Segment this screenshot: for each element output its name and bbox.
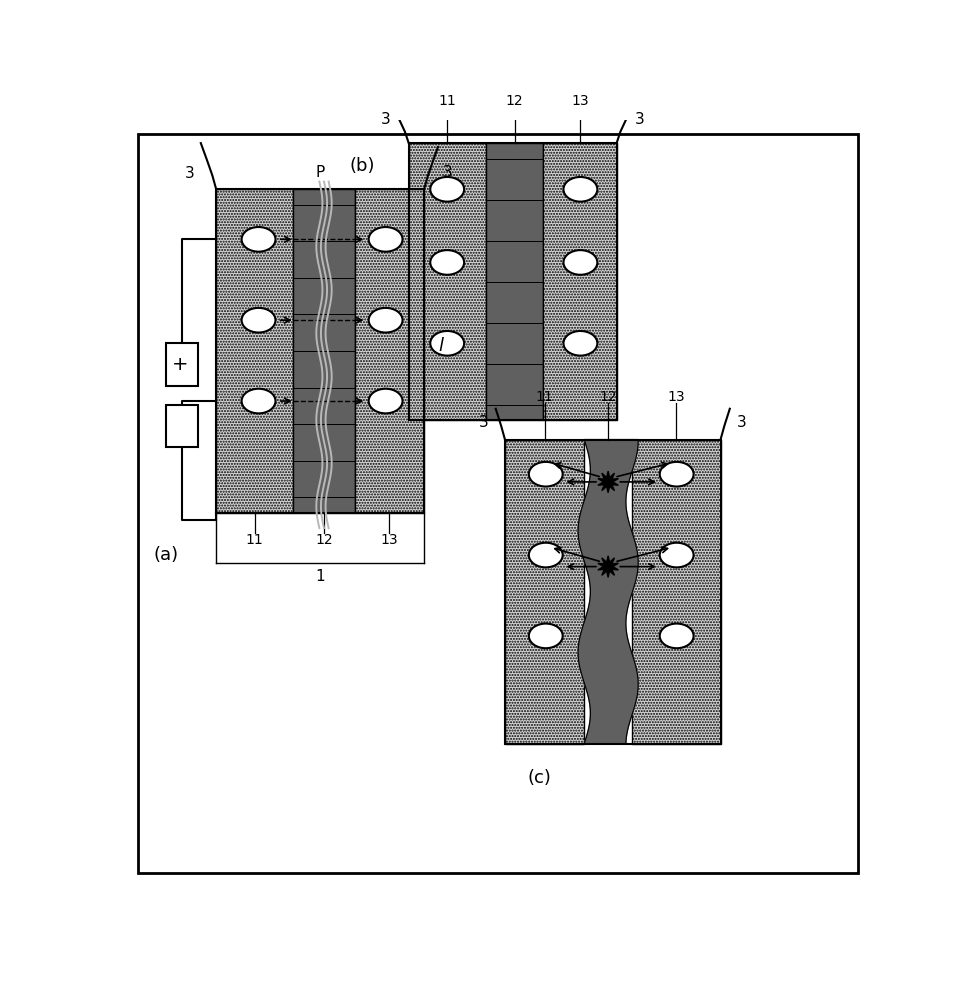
Text: 13: 13: [381, 533, 398, 547]
Text: +: +: [172, 355, 188, 374]
Text: 1: 1: [316, 569, 325, 584]
Text: 11: 11: [246, 533, 263, 547]
Bar: [217, 189, 424, 513]
Ellipse shape: [242, 389, 276, 413]
Polygon shape: [598, 556, 619, 577]
Bar: [217, 189, 293, 513]
Text: 11: 11: [536, 390, 553, 404]
Bar: [166, 405, 198, 447]
Text: P: P: [316, 165, 324, 180]
Bar: [544, 143, 617, 420]
Ellipse shape: [369, 389, 403, 413]
Text: (a): (a): [153, 546, 179, 564]
Text: 3: 3: [443, 165, 452, 180]
Text: 12: 12: [599, 390, 617, 404]
Text: 12: 12: [506, 94, 523, 108]
Ellipse shape: [430, 331, 464, 356]
Text: (c): (c): [527, 769, 552, 787]
Bar: [409, 143, 617, 420]
Text: 3: 3: [184, 166, 194, 181]
Ellipse shape: [242, 227, 276, 252]
Ellipse shape: [529, 543, 563, 567]
Bar: [166, 343, 198, 386]
Text: 3: 3: [635, 112, 645, 127]
Ellipse shape: [529, 462, 563, 487]
Ellipse shape: [369, 308, 403, 333]
Bar: [505, 440, 585, 744]
Text: 11: 11: [438, 94, 456, 108]
Ellipse shape: [430, 250, 464, 275]
Ellipse shape: [563, 177, 597, 202]
Text: l: l: [439, 337, 444, 355]
Ellipse shape: [563, 250, 597, 275]
Bar: [632, 440, 720, 744]
Ellipse shape: [430, 177, 464, 202]
Ellipse shape: [659, 624, 693, 648]
Ellipse shape: [563, 331, 597, 356]
Ellipse shape: [659, 462, 693, 487]
Text: 13: 13: [571, 94, 588, 108]
Text: (b): (b): [350, 157, 375, 175]
Bar: [409, 143, 486, 420]
Polygon shape: [598, 471, 619, 493]
Bar: [293, 189, 354, 513]
Bar: [505, 440, 720, 744]
Text: 3: 3: [479, 415, 488, 430]
Text: 12: 12: [316, 533, 333, 547]
Bar: [486, 143, 544, 420]
Ellipse shape: [242, 308, 276, 333]
Bar: [354, 189, 424, 513]
Text: 3: 3: [381, 112, 390, 127]
Ellipse shape: [369, 227, 403, 252]
Ellipse shape: [529, 624, 563, 648]
Ellipse shape: [659, 543, 693, 567]
Text: 3: 3: [737, 415, 747, 430]
Text: 13: 13: [667, 390, 686, 404]
Polygon shape: [578, 440, 638, 744]
